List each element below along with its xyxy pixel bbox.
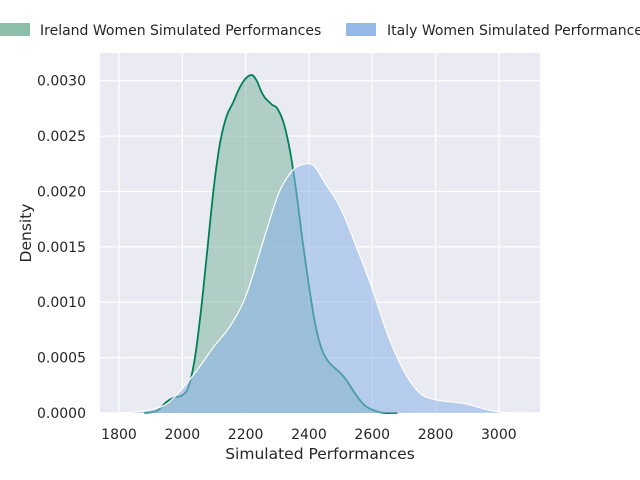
legend: Ireland Women Simulated Performances Ital…	[0, 23, 640, 39]
y-tick-label: 0.0010	[37, 295, 86, 311]
x-tick-label: 2400	[291, 427, 327, 443]
y-tick-label: 0.0020	[37, 184, 86, 200]
x-tick-label: 2000	[164, 427, 200, 443]
italy-density-area	[118, 163, 525, 414]
y-tick-label: 0.0025	[37, 129, 86, 145]
x-tick-label: 2800	[418, 427, 454, 443]
y-axis-label: Density	[17, 204, 35, 263]
x-tick-label: 2600	[354, 427, 390, 443]
x-axis-label: Simulated Performances	[225, 445, 415, 463]
y-tick-label: 0.0030	[37, 74, 86, 90]
x-tick-label: 2200	[228, 427, 264, 443]
tick-labels: 1800 2000 2200 2400 2600 2800 3000 0.0000 0.0005…	[37, 74, 517, 443]
y-tick-label: 0.0005	[37, 351, 86, 367]
y-tick-label: 0.0000	[37, 406, 86, 422]
italy-density-line	[118, 162, 525, 414]
series-layer	[118, 74, 525, 414]
x-tick-label: 1800	[101, 427, 137, 443]
italy-legend-label: Italy Women Simulated Performances	[387, 23, 640, 39]
ireland-legend-label: Ireland Women Simulated Performances	[40, 23, 321, 39]
ireland-legend-swatch	[0, 23, 30, 36]
y-tick-label: 0.0015	[37, 240, 86, 256]
x-tick-label: 3000	[481, 427, 517, 443]
italy-legend-swatch	[346, 23, 376, 36]
